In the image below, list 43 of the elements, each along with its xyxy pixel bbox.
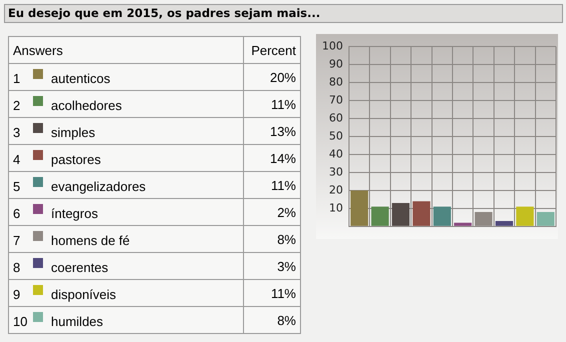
text: 5 [13,178,22,194]
text: 20% [244,64,300,90]
text: 2 [13,98,22,112]
text: 8% [244,226,300,252]
text: 9 [13,286,22,302]
y-tick-label: 20 [328,183,343,196]
text: 3% [244,252,300,280]
text: 11% [244,172,300,198]
y-tick-label: 60 [328,111,343,124]
text: 4 [13,152,22,166]
legend-label: pastores [51,152,101,166]
text: 13% [244,118,300,144]
y-tick-label: 100 [322,39,343,52]
y-tick-label: 90 [328,57,343,70]
text: 8% [244,306,300,334]
y-tick-label: 40 [328,147,343,160]
y-tick-label: 50 [328,129,343,142]
text: 7 [13,232,22,248]
text: 2% [244,198,300,226]
text: 6 [13,206,22,220]
legend-label: coerentes [51,260,108,274]
y-tick-label: 10 [328,201,343,214]
y-tick-label: 80 [328,75,343,88]
legend-label: simples [51,124,96,140]
legend-label: evangelizadores [51,178,146,194]
legend-label: acolhedores [51,98,122,112]
text: Eu desejo que em 2015, os padres sejam mais... [4,4,563,23]
legend-label: homens de fé [51,232,130,248]
legend-label: disponíveis [51,286,116,302]
legend-label: autenticos [51,70,110,86]
legend-label: íntegros [51,206,98,220]
text: 14% [244,144,300,172]
text: 1 [13,70,22,86]
text: 10 [13,314,28,328]
text: 11% [244,280,300,306]
text: Percent [244,36,300,64]
text: 8 [13,260,22,274]
text: 3 [13,124,22,140]
legend-title: Answers [8,36,244,64]
y-tick-label: 70 [328,93,343,106]
text: 11% [244,90,300,118]
y-tick-label: 30 [328,165,343,178]
legend-label: humildes [51,314,104,328]
